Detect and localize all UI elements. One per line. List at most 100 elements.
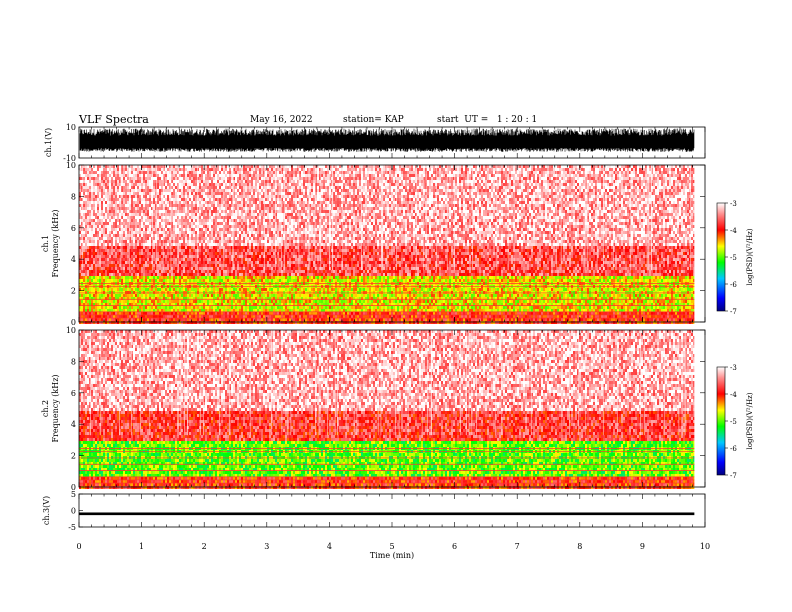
ch1-spectrogram-cell (669, 195, 671, 198)
ch1-spectrogram-cell (607, 195, 609, 198)
ch1-spectrogram-cell (377, 207, 379, 210)
ch1-spectrogram-cell (529, 180, 531, 183)
ch1-spectrogram-cell (243, 177, 245, 180)
ch1-spectrogram-cell (339, 183, 343, 186)
ch1-spectrogram-cell (581, 207, 583, 210)
ch1-spectrogram-cell (467, 198, 471, 201)
ch1-spectrogram-cell (261, 201, 263, 204)
ch1-spectrogram-cell (387, 192, 389, 195)
ch1-spectrogram-cell (87, 195, 89, 198)
ch1-spectrogram-cell (389, 189, 391, 192)
ch1-spectrogram-cell (307, 186, 309, 189)
ch1-spectrogram-cell (531, 204, 533, 207)
ch1-spectrogram-cell (487, 186, 489, 189)
ch1-spectrogram-cell (565, 189, 567, 192)
ch1-spectrogram-cell (635, 186, 637, 189)
ch1-spectrogram-cell (371, 186, 373, 189)
ch1-spectrogram-cell (133, 189, 135, 192)
ch1-spectrogram-cell (287, 192, 289, 195)
ch1-spectrogram-cell (551, 171, 553, 174)
ch1-spectrogram-cell (609, 183, 611, 186)
ch1-spectrogram-cell (157, 183, 159, 186)
ch1-spectrogram-cell (107, 201, 109, 204)
ch1-spectrogram-cell (95, 195, 97, 198)
ch1-spectrogram-cell (463, 186, 465, 189)
ch1-spectrogram-cell (675, 195, 681, 198)
ch1-spectrogram-cell (625, 168, 627, 171)
ch1-spectrogram-cell (487, 189, 489, 192)
ch1-spectrogram-cell (575, 207, 577, 210)
ch1-spectrogram-cell (309, 210, 311, 213)
ch1-spectrogram-cell (117, 180, 119, 183)
ch1-spectrogram-cell (239, 165, 243, 168)
ch1-spectrogram-cell (369, 195, 371, 198)
ch1-spectrogram-cell (169, 171, 171, 174)
ch1-spectrogram-cell (447, 168, 451, 171)
ch1-spectrogram-cell (91, 189, 93, 192)
ch1-spectrogram-cell (551, 174, 553, 177)
ch1-spectrogram-cell (661, 198, 663, 201)
ch1-spectrogram-cell (693, 186, 695, 189)
ch1-spectrogram-cell (487, 165, 489, 168)
ch1-spectrogram-cell (611, 174, 613, 177)
ch1-spectrogram-cell (265, 168, 267, 171)
ch1-spectrogram-cell (439, 186, 443, 189)
ch1-spectrogram-cell (373, 198, 375, 201)
ch1-spectrogram-cell (551, 168, 553, 171)
ch1-spectrogram-cell (167, 198, 169, 201)
ch1-spectrogram-cell (531, 189, 533, 192)
ch1-spectrogram-cell (549, 189, 551, 192)
ch1-spectrogram-cell (543, 201, 545, 204)
ch1-spectrogram-cell (689, 174, 691, 177)
ch1-spectrogram-cell (691, 174, 693, 177)
ch1-spectrogram-cell (477, 165, 479, 168)
ch1-spectrogram-cell (189, 207, 191, 210)
ch1-spectrogram-cell (107, 165, 109, 168)
ch1-spectrogram-cell (207, 168, 209, 171)
ch1-spectrogram-cell (577, 171, 579, 174)
ch1-spectrogram-cell (629, 171, 631, 174)
ch1-spectrogram-cell (623, 186, 625, 189)
ch1-spectrogram-cell (545, 171, 547, 174)
ch1-spectrogram-cell (431, 165, 433, 168)
ch1-spectrogram-cell (477, 177, 479, 180)
ch1-spectrogram-cell (433, 183, 435, 186)
ch1-spectrogram-cell (111, 174, 113, 177)
ch1-spectrogram-cell (411, 195, 413, 198)
ch1-spectrogram-cell (131, 189, 133, 192)
ch1-spectrogram-cell (207, 195, 209, 198)
ch1-spectrogram-cell (261, 180, 263, 183)
ch1-spectrogram-cell (291, 207, 293, 210)
ch1-spectrogram-cell (297, 192, 299, 195)
ch1-spectrogram-cell (677, 171, 679, 174)
ch1-spectrogram-cell (267, 204, 269, 207)
ch1-spectrogram-cell (437, 186, 439, 189)
ch1-spectrogram-cell (417, 189, 419, 192)
ch1-spectrogram-cell (311, 177, 313, 180)
ch1-spectrogram-cell (265, 201, 269, 204)
ch1-spectrogram-cell (645, 201, 647, 204)
ch1-spectrogram-cell (173, 186, 175, 189)
ch1-spectrogram-cell (399, 195, 401, 198)
ch1-spectrogram-cell (463, 210, 469, 213)
ch1-spectrogram-cell (481, 195, 483, 198)
ch1-spectrogram-cell (405, 165, 407, 168)
ch1-spectrogram-cell (659, 207, 661, 210)
ch1-spectrogram-cell (619, 165, 621, 168)
ch1-spectrogram-cell (295, 171, 297, 174)
ch1-spectrogram-cell (491, 204, 493, 207)
ch1-spectrogram-cell (193, 174, 195, 177)
ch1-spectrogram-cell (391, 183, 393, 186)
ch1-spectrogram-cell (217, 183, 219, 186)
ch1-spectrogram-cell (535, 183, 537, 186)
ch1-spectrogram-cell (401, 201, 403, 204)
ch1-spectrogram-cell (255, 207, 257, 210)
ch1-spectrogram-cell (111, 183, 113, 186)
ch1-spectrogram-cell (127, 168, 129, 171)
ch1-spectrogram-cell (529, 171, 531, 174)
ch1-spectrogram-cell (393, 177, 395, 180)
ch1-spectrogram-cell (169, 180, 171, 183)
ch1-spectrogram-cell (613, 210, 615, 213)
ch1-spectrogram-cell (353, 195, 355, 198)
ch1-spectrogram-cell (83, 168, 85, 171)
